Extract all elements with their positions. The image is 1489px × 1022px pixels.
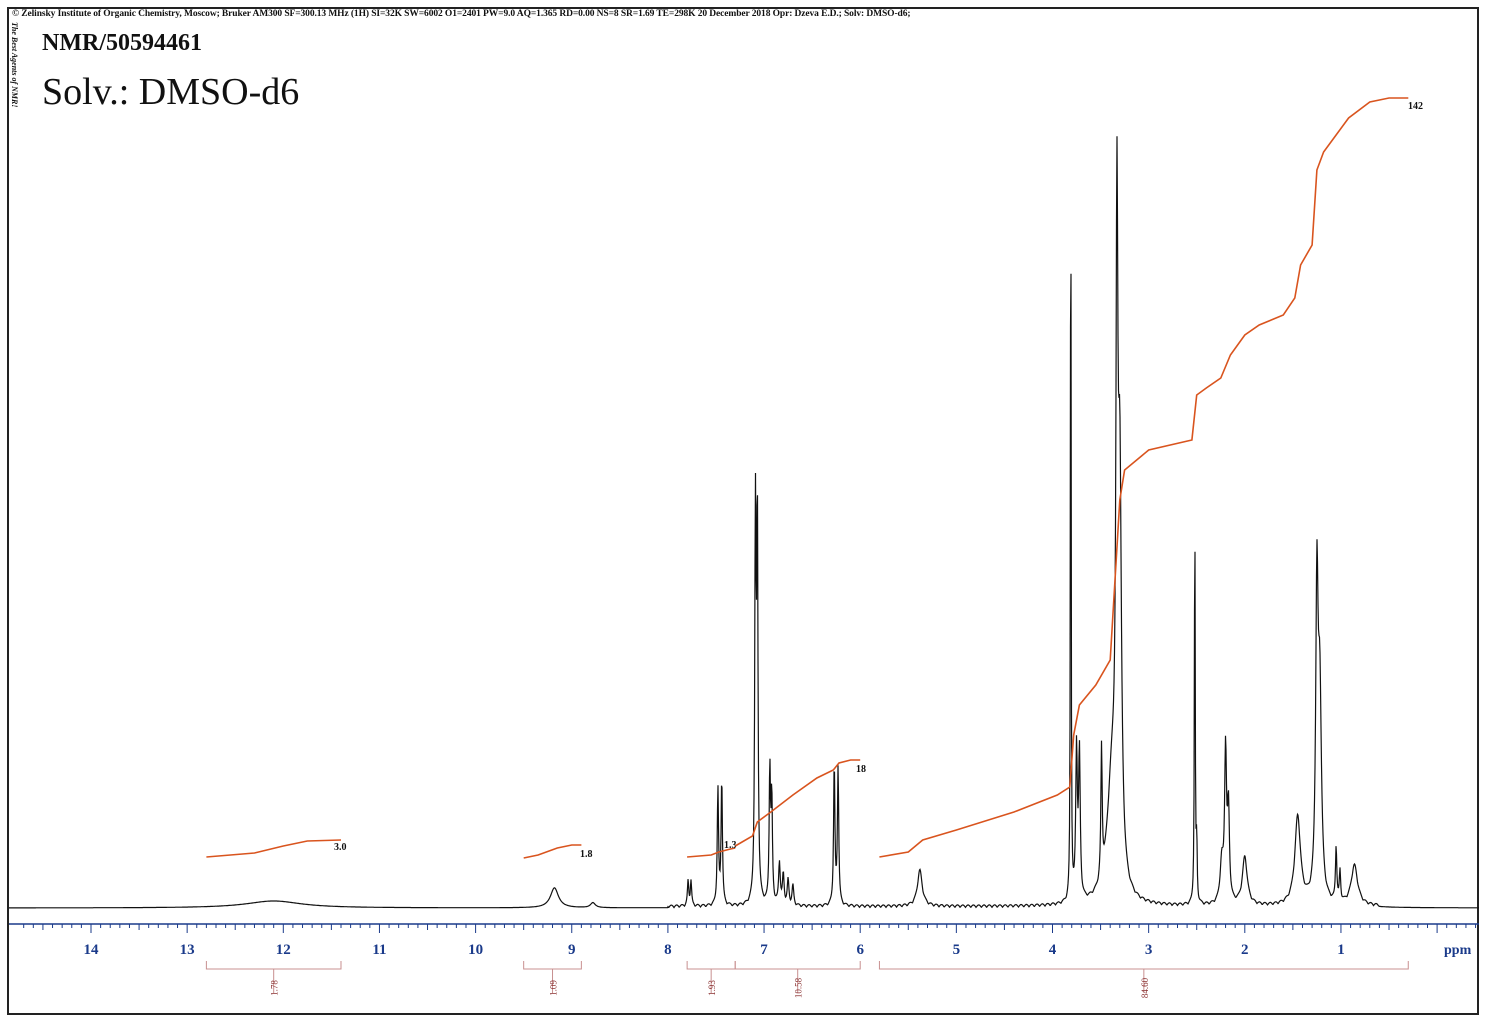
x-tick-label: 1 (1337, 942, 1345, 958)
x-tick-label: 4 (1049, 942, 1057, 958)
integral-value: 1.09 (549, 980, 559, 996)
integral-bracket (205, 961, 342, 993)
integral-curve (734, 759, 861, 847)
x-tick-label: 5 (953, 942, 961, 958)
x-tick-label: 6 (856, 942, 864, 958)
integral-curve-label: 18 (856, 764, 866, 775)
integral-curve-label: 3.0 (334, 842, 347, 853)
integral-value: 84.60 (1140, 977, 1150, 998)
integral-curve (879, 97, 1409, 858)
integral-curve-label: 142 (1408, 101, 1423, 112)
x-tick-label: 7 (760, 942, 768, 958)
chart-frame (7, 7, 1479, 1015)
integral-value: 10.58 (794, 977, 804, 998)
x-tick-label: 11 (372, 942, 386, 958)
integral-curve (687, 847, 736, 858)
integral-bracket (878, 961, 1409, 993)
x-tick-label: 12 (276, 942, 291, 958)
integral-bracket (734, 961, 861, 993)
x-tick-label: 8 (664, 942, 672, 958)
integral-curve (523, 844, 582, 859)
spectrum-trace (9, 136, 1479, 909)
integral-bracket (523, 961, 582, 993)
x-tick-label: 10 (468, 942, 483, 958)
x-axis-label: ppm (1444, 943, 1472, 958)
integral-curve-label: 1.8 (580, 849, 593, 860)
x-tick-label: 3 (1145, 942, 1153, 958)
integral-value: 1.78 (270, 980, 280, 996)
vertical-watermark-text: The Best Agents of NMR! (10, 22, 19, 108)
sample-id: NMR/50594461 (42, 30, 202, 56)
integral-curve-label: 1.3 (724, 840, 737, 851)
x-tick-label: 9 (568, 942, 576, 958)
solvent-label: Solv.: DMSO-d6 (42, 71, 300, 113)
acquisition-parameters: © Zelinsky Institute of Organic Chemistr… (12, 9, 911, 19)
x-tick-label: 13 (180, 942, 195, 958)
integral-value: 1.93 (707, 980, 717, 996)
x-tick-label: 2 (1241, 942, 1249, 958)
x-tick-label: 14 (84, 942, 100, 958)
integral-curve (206, 839, 342, 858)
